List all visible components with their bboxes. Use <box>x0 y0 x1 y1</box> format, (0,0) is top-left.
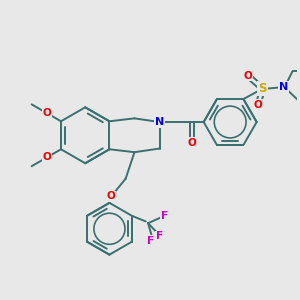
Text: O: O <box>254 100 262 110</box>
Text: N: N <box>155 117 164 127</box>
Text: O: O <box>188 138 196 148</box>
Text: O: O <box>43 108 51 118</box>
Text: F: F <box>156 231 164 242</box>
Text: F: F <box>161 211 168 221</box>
Text: F: F <box>148 236 154 246</box>
Text: O: O <box>43 152 51 162</box>
Text: O: O <box>244 70 252 80</box>
Text: N: N <box>279 82 288 92</box>
Text: O: O <box>106 191 115 201</box>
Text: S: S <box>258 82 267 95</box>
